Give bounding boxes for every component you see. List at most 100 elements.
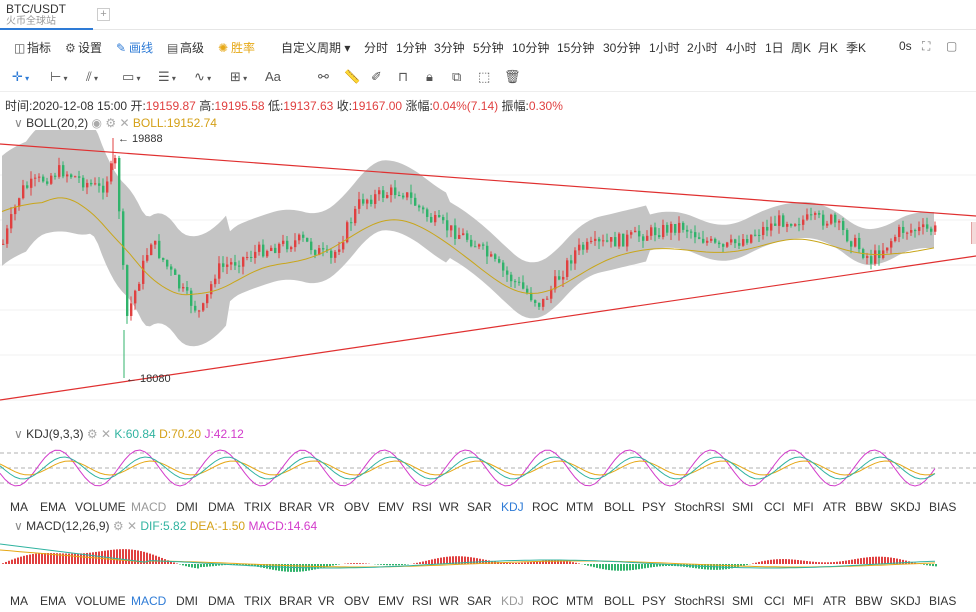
indicator-button[interactable]: ◫ 指标 bbox=[14, 39, 51, 56]
grid-icon[interactable]: ⊞ ▾ bbox=[230, 69, 248, 84]
gear-icon[interactable]: ⚙ bbox=[112, 519, 124, 533]
indicator-tab-cci[interactable]: CCI bbox=[764, 500, 785, 514]
period-2[interactable]: 3分钟 bbox=[434, 41, 465, 55]
period-8[interactable]: 2小时 bbox=[687, 41, 718, 55]
period-3[interactable]: 5分钟 bbox=[473, 41, 504, 55]
close-icon[interactable]: ✕ bbox=[119, 116, 130, 130]
indicator-tab-macd[interactable]: MACD bbox=[131, 500, 167, 514]
indicator-tab-psy[interactable]: PSY bbox=[642, 500, 667, 514]
indicator-tab-stochrsi[interactable]: StochRSI bbox=[674, 500, 725, 514]
indicator-tab-roc[interactable]: ROC bbox=[532, 594, 559, 608]
parallel-lines-icon[interactable]: ☰ ▾ bbox=[158, 69, 176, 84]
close-icon[interactable]: ✕ bbox=[126, 519, 138, 533]
trash-icon[interactable]: 🗑︎ bbox=[504, 69, 521, 84]
period-1[interactable]: 1分钟 bbox=[396, 41, 427, 55]
candlestick-chart[interactable]: ← 19888 ← 18080 bbox=[0, 130, 976, 423]
indicator-tab-dmi[interactable]: DMI bbox=[176, 594, 198, 608]
horizontal-line-icon[interactable]: ⊢ ▾ bbox=[50, 69, 68, 84]
indicator-tab-bbw[interactable]: BBW bbox=[855, 594, 883, 608]
eye-icon[interactable]: ◉ bbox=[91, 116, 103, 130]
indicator-tab-volume[interactable]: VOLUME bbox=[75, 500, 126, 514]
period-10[interactable]: 1日 bbox=[765, 41, 784, 55]
indicator-tab-roc[interactable]: ROC bbox=[532, 500, 559, 514]
macd-chart[interactable] bbox=[0, 532, 976, 588]
trendline-icon[interactable]: ⫽ ▾ bbox=[86, 69, 99, 84]
close-icon[interactable]: ✕ bbox=[100, 427, 112, 441]
add-tab-icon[interactable]: + bbox=[97, 8, 110, 21]
indicator-tab-bbw[interactable]: BBW bbox=[855, 500, 883, 514]
indicator-tab-boll[interactable]: BOLL bbox=[604, 594, 635, 608]
indicator-tab-smi[interactable]: SMI bbox=[732, 500, 754, 514]
indicator-tab-emv[interactable]: EMV bbox=[378, 594, 405, 608]
collapse-icon[interactable]: ∨ bbox=[14, 427, 23, 441]
indicator-tab-ma[interactable]: MA bbox=[10, 594, 28, 608]
indicator-tab-trix[interactable]: TRIX bbox=[244, 594, 272, 608]
link-icon[interactable]: ⚯ bbox=[318, 69, 329, 84]
side-panel-toggle[interactable] bbox=[971, 222, 976, 244]
crosshair-icon[interactable]: ✛ ▾ bbox=[12, 69, 30, 84]
indicator-tab-ema[interactable]: EMA bbox=[40, 594, 67, 608]
indicator-tab-sar[interactable]: SAR bbox=[467, 594, 492, 608]
period-11[interactable]: 周K bbox=[791, 41, 812, 55]
indicator-tab-psy[interactable]: PSY bbox=[642, 594, 667, 608]
indicator-tab-brar[interactable]: BRAR bbox=[279, 594, 313, 608]
indicator-tab-sar[interactable]: SAR bbox=[467, 500, 492, 514]
indicator-tab-bias[interactable]: BIAS bbox=[929, 594, 957, 608]
window-icon[interactable]: ▢ bbox=[946, 39, 958, 53]
indicator-tab-mtm[interactable]: MTM bbox=[566, 594, 594, 608]
indicator-tab-obv[interactable]: OBV bbox=[344, 500, 370, 514]
indicator-tab-wr[interactable]: WR bbox=[439, 500, 459, 514]
indicator-tab-brar[interactable]: BRAR bbox=[279, 500, 313, 514]
indicator-tab-mfi[interactable]: MFI bbox=[793, 500, 814, 514]
indicator-tab-boll[interactable]: BOLL bbox=[604, 500, 635, 514]
winrate-button[interactable]: ✺ 胜率 bbox=[218, 39, 255, 56]
period-7[interactable]: 1小时 bbox=[649, 41, 680, 55]
indicator-tab-rsi[interactable]: RSI bbox=[412, 594, 433, 608]
gear-icon[interactable]: ⚙ bbox=[86, 427, 98, 441]
indicator-tab-ema[interactable]: EMA bbox=[40, 500, 67, 514]
fullscreen-icon[interactable]: ⛶ bbox=[922, 39, 931, 53]
indicator-tab-trix[interactable]: TRIX bbox=[244, 500, 272, 514]
indicator-tab-dma[interactable]: DMA bbox=[208, 500, 235, 514]
custom-period-dropdown[interactable]: 自定义周期 ▾ bbox=[281, 39, 350, 56]
period-12[interactable]: 月K bbox=[818, 41, 839, 55]
rectangle-icon[interactable]: ▭ ▾ bbox=[122, 69, 141, 84]
settings-button[interactable]: ⚙ 设置 bbox=[65, 39, 102, 56]
indicator-tab-skdj[interactable]: SKDJ bbox=[890, 594, 921, 608]
magnet-icon[interactable]: ⊓ bbox=[398, 69, 409, 84]
indicator-tab-obv[interactable]: OBV bbox=[344, 594, 370, 608]
indicator-tab-kdj[interactable]: KDJ bbox=[501, 594, 524, 608]
indicator-tab-atr[interactable]: ATR bbox=[823, 594, 847, 608]
indicator-tab-volume[interactable]: VOLUME bbox=[75, 594, 126, 608]
kdj-chart[interactable] bbox=[0, 443, 976, 493]
indicator-tab-bias[interactable]: BIAS bbox=[929, 500, 957, 514]
lock-icon[interactable]: 🔒︎ bbox=[426, 69, 433, 84]
collapse-icon[interactable]: ∨ bbox=[14, 519, 23, 533]
lower-trendline[interactable] bbox=[0, 255, 976, 401]
pencil-icon[interactable]: ✐ bbox=[371, 69, 382, 84]
period-0[interactable]: 分时 bbox=[364, 41, 389, 55]
period-6[interactable]: 30分钟 bbox=[603, 41, 641, 55]
draw-button[interactable]: ✎ 画线 bbox=[116, 39, 153, 56]
text-icon[interactable]: Aa bbox=[265, 69, 281, 84]
indicator-tab-macd[interactable]: MACD bbox=[131, 594, 167, 608]
tab-btc-usdt[interactable]: BTC/USDT 火币全球站 bbox=[0, 0, 93, 30]
indicator-tab-mfi[interactable]: MFI bbox=[793, 594, 814, 608]
gear-icon[interactable]: ⚙ bbox=[105, 116, 117, 130]
select-icon[interactable]: ⬚ bbox=[478, 69, 491, 84]
collapse-icon[interactable]: ∨ bbox=[14, 116, 23, 130]
indicator-tab-mtm[interactable]: MTM bbox=[566, 500, 594, 514]
period-13[interactable]: 季K bbox=[846, 41, 867, 55]
indicator-tab-ma[interactable]: MA bbox=[10, 500, 28, 514]
indicator-tab-stochrsi[interactable]: StochRSI bbox=[674, 594, 725, 608]
period-4[interactable]: 10分钟 bbox=[512, 41, 550, 55]
ruler-icon[interactable]: 📏 bbox=[344, 69, 361, 84]
period-9[interactable]: 4小时 bbox=[726, 41, 757, 55]
wave-icon[interactable]: ∿ ▾ bbox=[194, 69, 212, 84]
copy-icon[interactable]: ⧉ bbox=[452, 69, 462, 84]
indicator-tab-dma[interactable]: DMA bbox=[208, 594, 235, 608]
indicator-tab-atr[interactable]: ATR bbox=[823, 500, 847, 514]
indicator-tab-rsi[interactable]: RSI bbox=[412, 500, 433, 514]
period-5[interactable]: 15分钟 bbox=[557, 41, 595, 55]
indicator-tab-wr[interactable]: WR bbox=[439, 594, 459, 608]
